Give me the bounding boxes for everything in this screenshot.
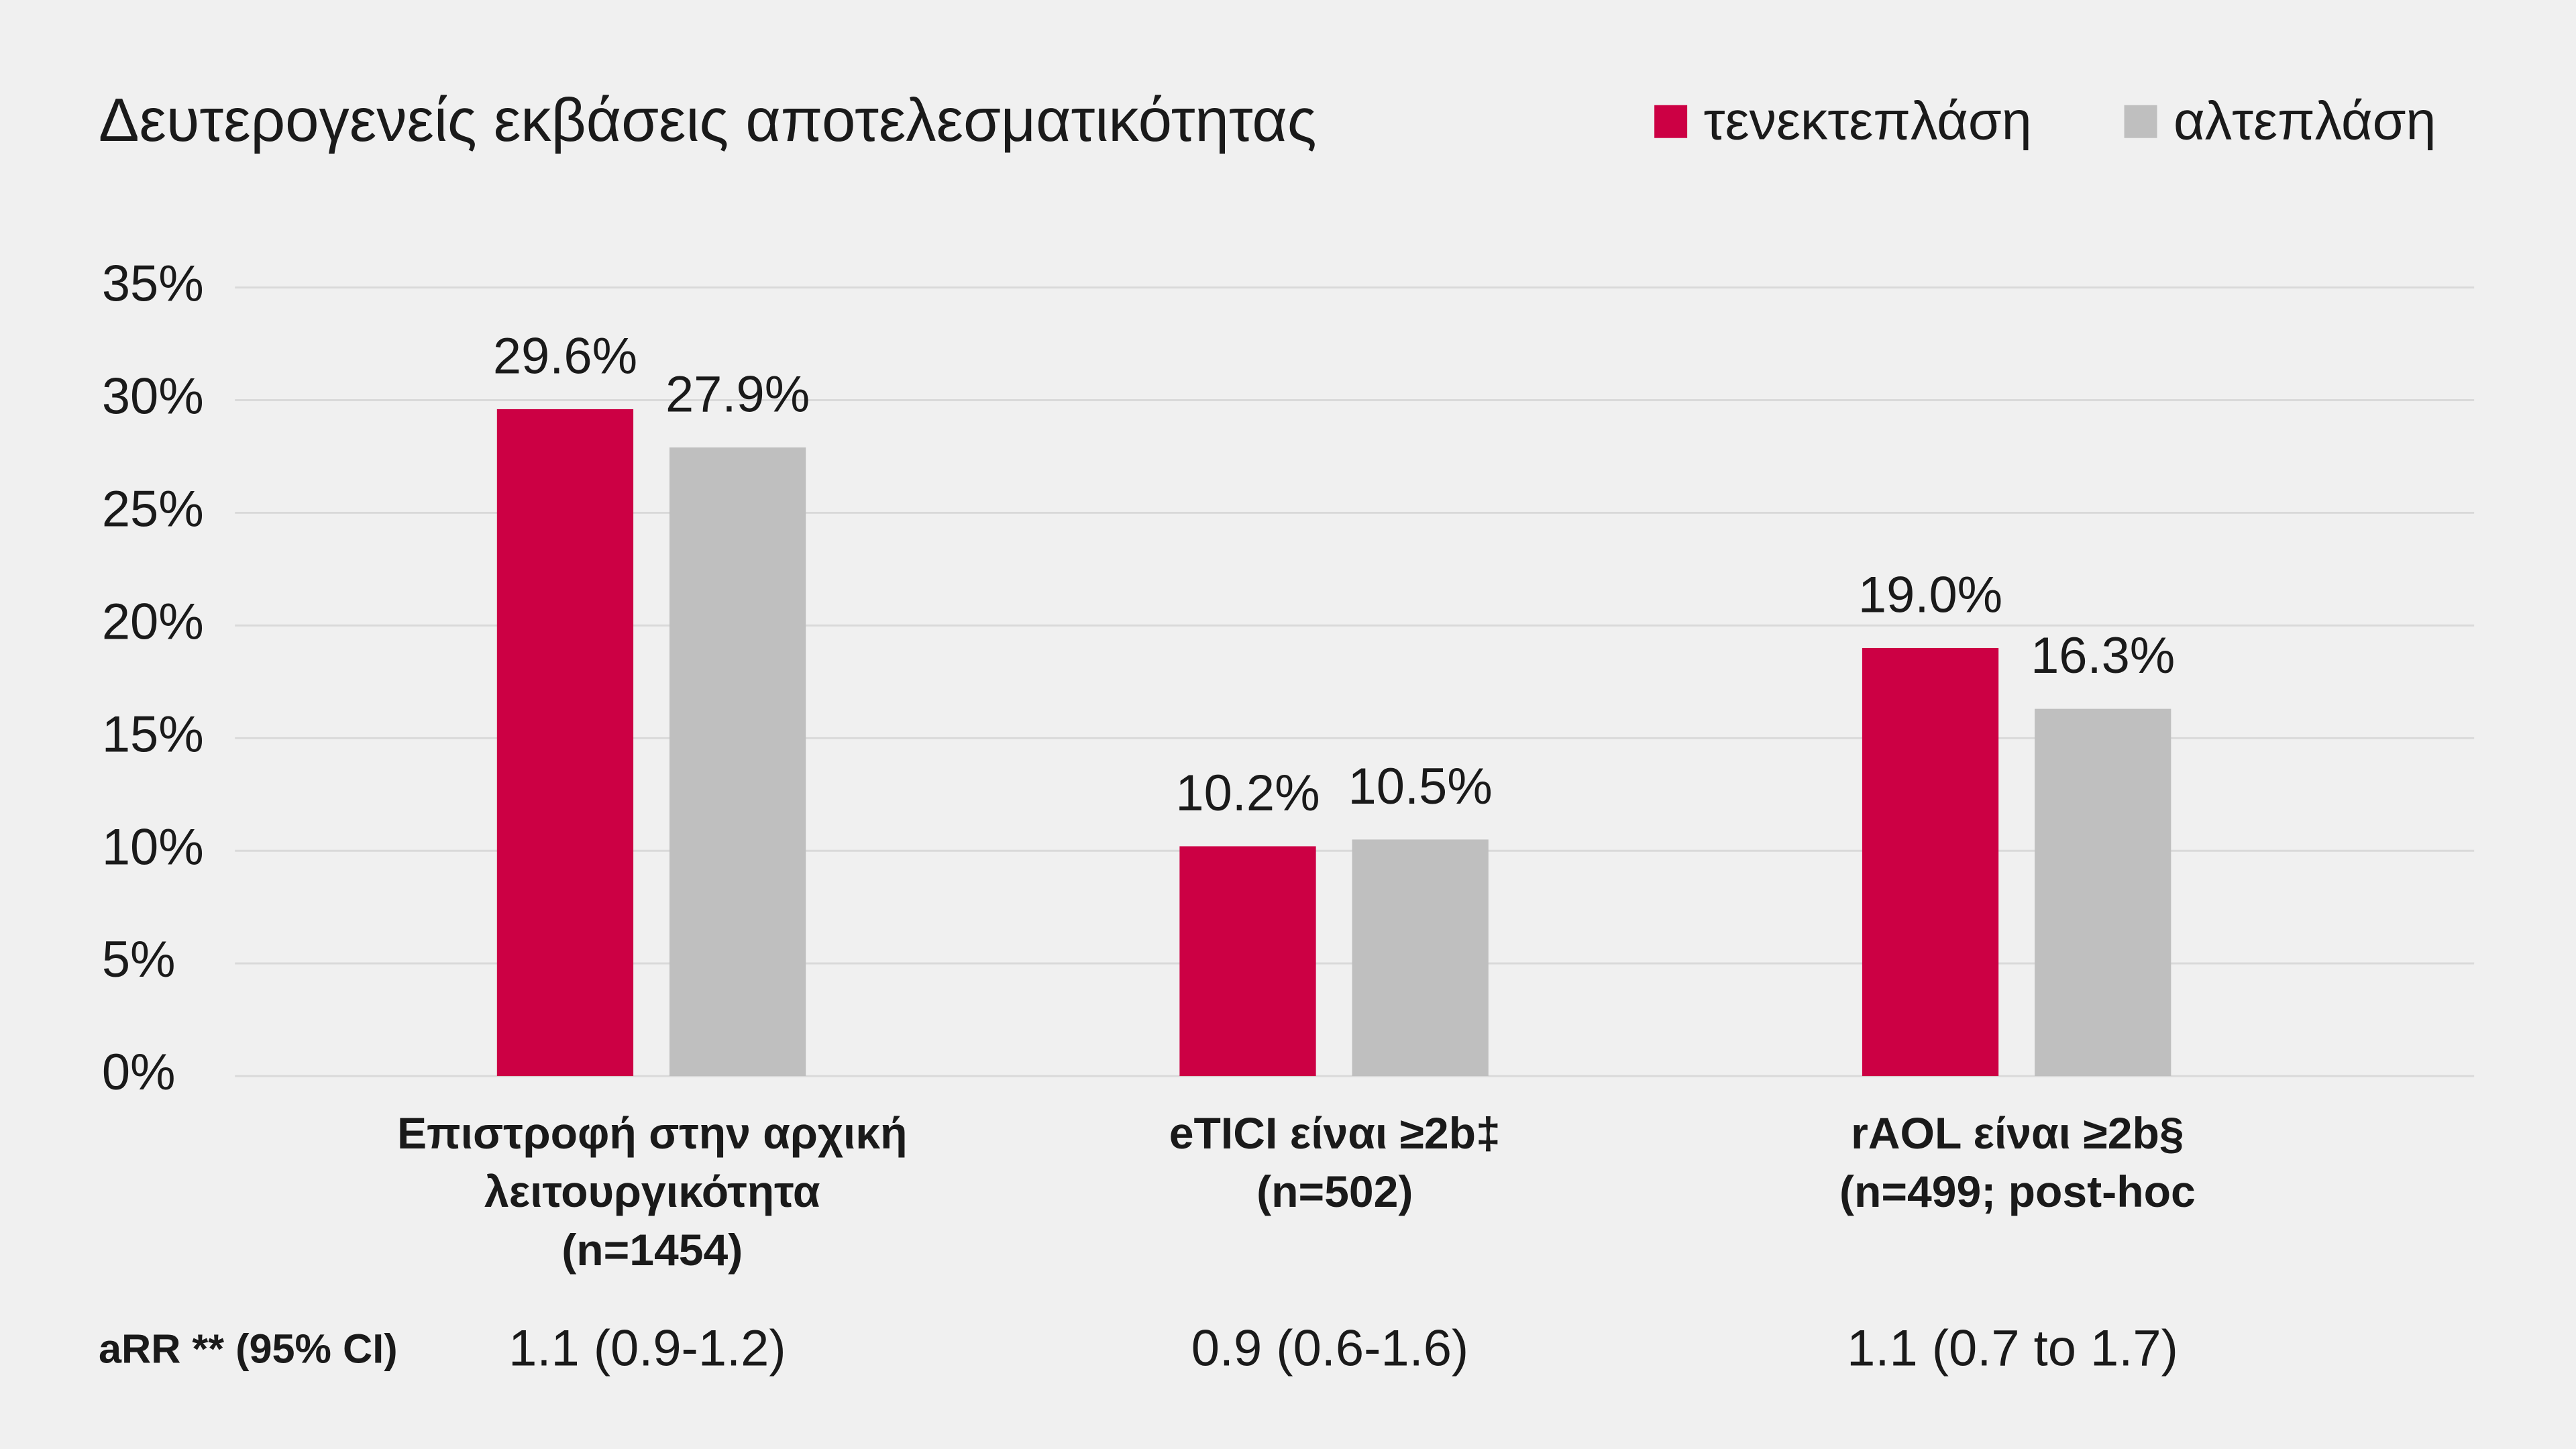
value-label: 16.3% bbox=[2031, 627, 2175, 684]
y-tick-label: 15% bbox=[102, 706, 204, 763]
legend-swatch bbox=[1654, 105, 1688, 138]
arr-value: 0.9 (0.6-1.6) bbox=[1191, 1320, 1468, 1377]
arr-value: 1.1 (0.7 to 1.7) bbox=[1847, 1320, 2178, 1377]
y-tick-label: 5% bbox=[102, 931, 176, 988]
x-tick-label: Επιστροφή στην αρχική bbox=[397, 1109, 908, 1159]
value-label: 27.9% bbox=[665, 366, 810, 423]
bar bbox=[496, 409, 634, 1077]
value-label: 10.5% bbox=[1348, 758, 1493, 815]
legend-swatch bbox=[2124, 105, 2157, 138]
bar bbox=[1352, 839, 1489, 1077]
value-label: 29.6% bbox=[493, 328, 637, 385]
arr-value: 1.1 (0.9-1.2) bbox=[508, 1320, 786, 1377]
legend-label: αλτεπλάση bbox=[2174, 91, 2436, 151]
x-tick-label: (n=499; post-hoc bbox=[1839, 1167, 2196, 1217]
y-tick-label: 30% bbox=[102, 368, 204, 425]
x-tick-label: eTICI είναι ≥2b‡ bbox=[1169, 1109, 1501, 1159]
arr-label: aRR ** (95% CI) bbox=[99, 1326, 398, 1372]
y-tick-label: 10% bbox=[102, 818, 204, 875]
y-tick-label: 25% bbox=[102, 480, 204, 537]
legend-label: τενεκτεπλάση bbox=[1704, 91, 2032, 151]
y-tick-label: 35% bbox=[102, 256, 204, 313]
bar bbox=[2035, 708, 2171, 1077]
bar bbox=[669, 447, 806, 1077]
y-tick-label: 20% bbox=[102, 593, 204, 650]
chart-title: Δευτερογενείς εκβάσεις αποτελεσματικότητ… bbox=[99, 87, 1317, 154]
x-tick-label: (n=502) bbox=[1256, 1167, 1413, 1217]
x-tick-label: λειτουργικότητα bbox=[484, 1167, 820, 1217]
bar bbox=[1179, 846, 1316, 1077]
x-tick-label: (n=1454) bbox=[561, 1226, 743, 1275]
y-tick-label: 0% bbox=[102, 1044, 176, 1101]
value-label: 10.2% bbox=[1175, 765, 1320, 822]
x-tick-label: rAOL είναι ≥2b§ bbox=[1851, 1109, 2184, 1159]
bar bbox=[1862, 647, 1999, 1077]
value-label: 19.0% bbox=[1858, 567, 2002, 624]
